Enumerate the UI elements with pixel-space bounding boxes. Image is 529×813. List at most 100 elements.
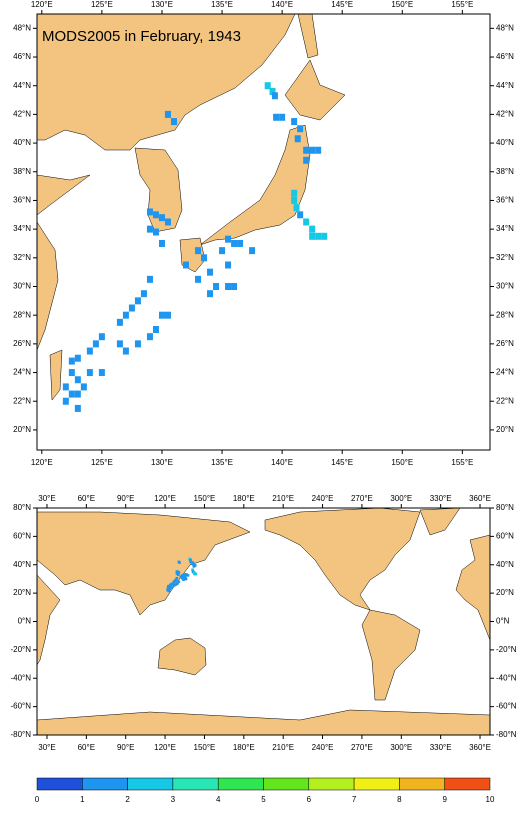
obs-cell (231, 239, 238, 247)
x-tick-label: 300°E (390, 494, 412, 503)
x-tick-label: 155°E (451, 0, 473, 9)
obs-cell (181, 574, 185, 578)
obs-cell (122, 347, 129, 355)
y-tick-label: 20°N (496, 588, 514, 597)
x-tick-label: 360°E (469, 494, 491, 503)
obs-cell (74, 354, 81, 362)
obs-cell (185, 573, 189, 576)
x-tick-label: 30°E (38, 494, 55, 503)
obs-cell (195, 247, 202, 255)
y-tick-label: 20°N (13, 425, 31, 434)
x-tick-label: 270°E (351, 743, 373, 752)
x-tick-label: 330°E (430, 494, 452, 503)
y-tick-label: 26°N (13, 339, 31, 348)
obs-cell (175, 576, 179, 580)
y-tick-label: 36°N (496, 196, 514, 205)
obs-cell (297, 211, 304, 219)
x-tick-label: 125°E (91, 458, 113, 467)
obs-cell (231, 283, 238, 290)
obs-cell (169, 586, 172, 589)
y-tick-label: 40°N (13, 138, 31, 147)
x-tick-label: 145°E (331, 0, 353, 9)
obs-cell (167, 589, 171, 593)
y-tick-label: 44°N (13, 81, 31, 90)
obs-cell (225, 261, 232, 269)
obs-cell (291, 118, 298, 126)
colorbar-label: 0 (35, 795, 40, 804)
x-tick-label: 300°E (390, 743, 412, 752)
obs-cell (291, 196, 298, 204)
obs-cell (309, 232, 316, 240)
colorbar-swatch (444, 777, 491, 791)
obs-cell (92, 340, 99, 348)
obs-cell (321, 232, 328, 240)
y-tick-label: 30°N (496, 282, 514, 291)
obs-cell (80, 383, 87, 391)
colorbar-label: 5 (261, 795, 266, 804)
obs-cell (68, 369, 75, 377)
y-tick-label: 28°N (496, 310, 514, 319)
obs-cell (271, 92, 278, 100)
colorbar-label: 4 (216, 795, 221, 804)
obs-cell (309, 146, 316, 154)
obs-cell (146, 225, 153, 233)
y-tick-label: 32°N (496, 253, 514, 262)
obs-cell (116, 340, 123, 348)
y-tick-label: 36°N (13, 196, 31, 205)
obs-cell (279, 113, 286, 121)
obs-cell (207, 268, 214, 276)
x-tick-label: 140°E (271, 0, 293, 9)
y-tick-label: 20°N (496, 425, 514, 434)
obs-cell (164, 218, 171, 226)
y-tick-label: 34°N (496, 224, 514, 233)
obs-cell (134, 297, 141, 305)
x-tick-label: 120°E (154, 743, 176, 752)
x-tick-label: 210°E (272, 743, 294, 752)
obs-cell (193, 564, 197, 567)
obs-cell (166, 588, 170, 592)
obs-cell (192, 565, 196, 568)
x-tick-label: 30°E (38, 743, 55, 752)
obs-cell (122, 311, 129, 319)
y-tick-label: 80°N (13, 503, 31, 512)
obs-cell (303, 156, 310, 164)
obs-cell (146, 208, 153, 216)
x-tick-label: 90°E (117, 743, 134, 752)
colorbar-swatch (353, 777, 400, 791)
obs-cell (303, 218, 310, 226)
obs-cell (303, 146, 310, 154)
obs-cell (189, 558, 192, 562)
x-tick-label: 135°E (211, 0, 233, 9)
obs-cell (237, 239, 244, 247)
y-tick-label: -80°N (496, 730, 517, 739)
x-tick-label: 120°E (31, 0, 53, 9)
y-tick-label: 24°N (13, 368, 31, 377)
y-tick-label: 32°N (13, 253, 31, 262)
x-tick-label: 120°E (31, 458, 53, 467)
obs-cell (293, 204, 300, 212)
x-tick-label: 150°E (391, 458, 413, 467)
x-tick-label: 360°E (469, 743, 491, 752)
obs-cell (195, 275, 202, 283)
obs-cell (184, 575, 187, 579)
x-tick-label: 270°E (351, 494, 373, 503)
obs-cell (193, 572, 196, 576)
y-tick-label: 42°N (13, 110, 31, 119)
obs-cell (213, 283, 220, 290)
y-tick-label: 42°N (496, 110, 514, 119)
obs-cell (167, 588, 171, 591)
x-tick-label: 60°E (78, 743, 95, 752)
y-tick-label: 38°N (496, 167, 514, 176)
x-tick-label: 330°E (430, 743, 452, 752)
x-tick-label: 140°E (271, 458, 293, 467)
obs-cell (225, 235, 232, 243)
x-tick-label: 155°E (451, 458, 473, 467)
x-tick-label: 60°E (78, 494, 95, 503)
obs-cell (194, 572, 198, 576)
obs-cell (134, 340, 141, 348)
y-tick-label: 60°N (496, 531, 514, 540)
obs-cell (62, 397, 69, 405)
obs-cell (174, 583, 177, 586)
obs-cell (177, 580, 181, 584)
